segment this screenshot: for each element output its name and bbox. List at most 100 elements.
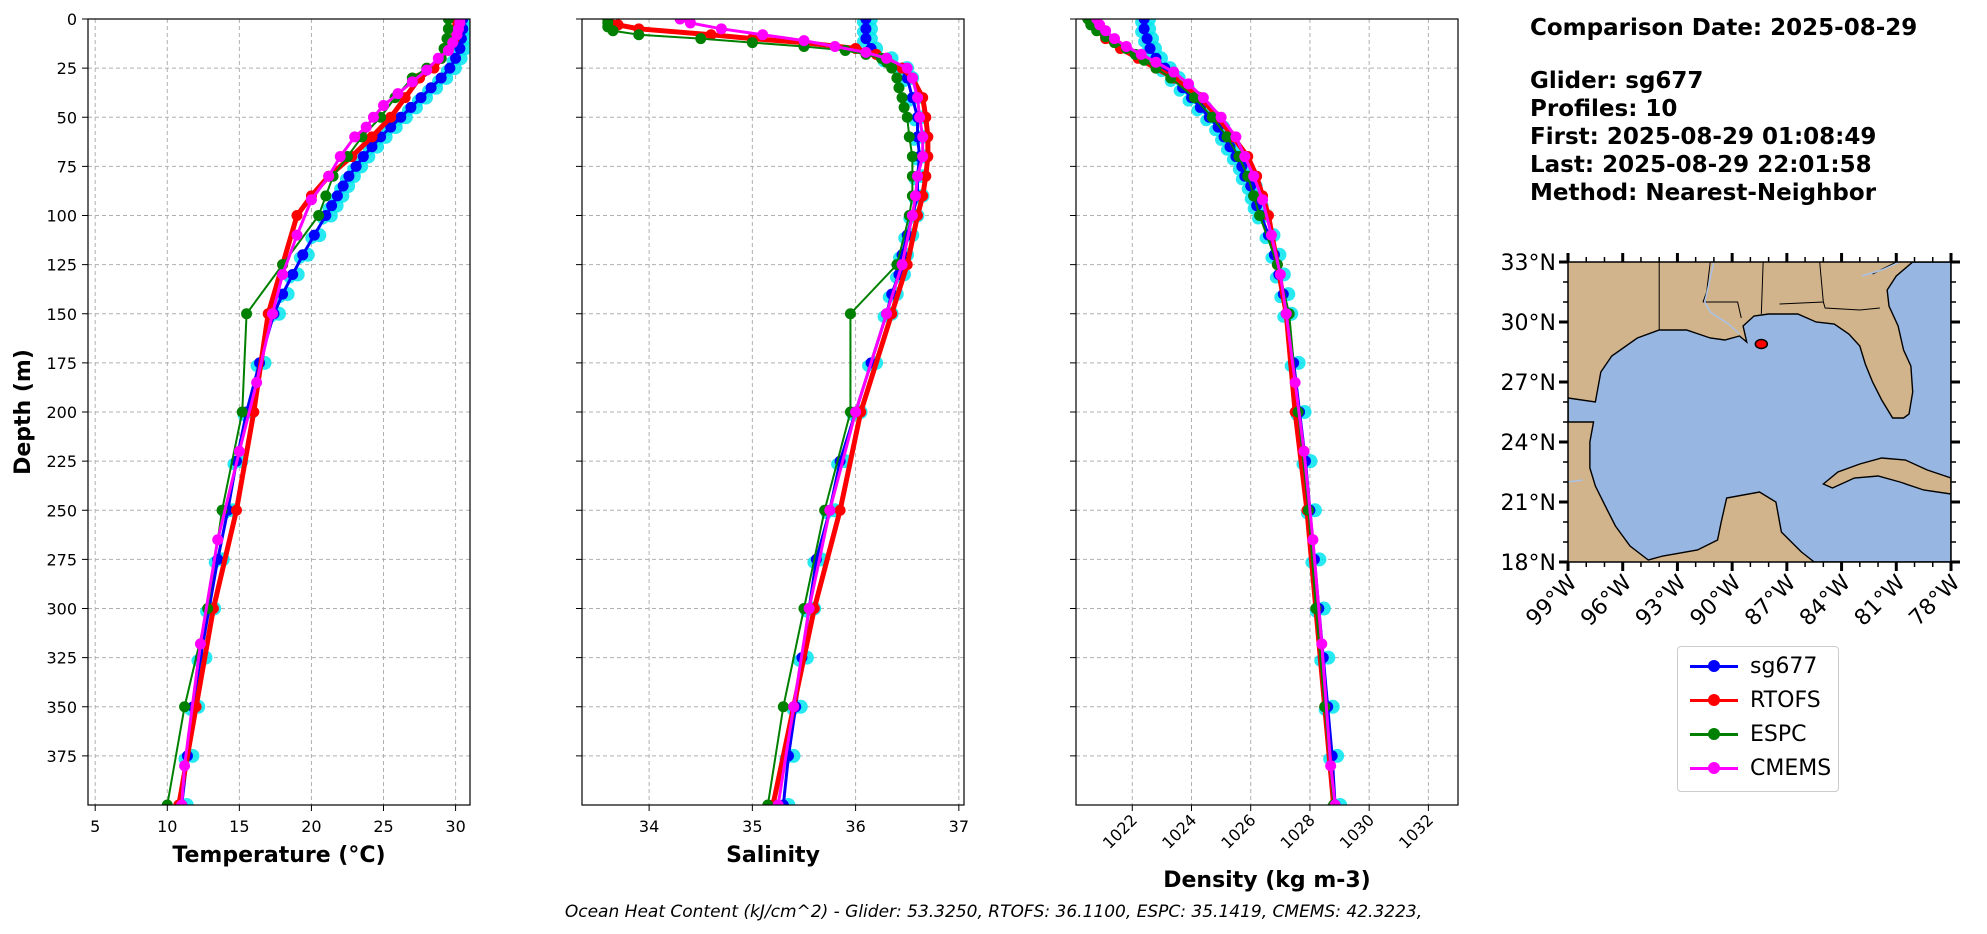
lon-tick-label: 81°W <box>1850 570 1911 631</box>
data-point-cmems <box>1120 41 1132 53</box>
data-point-cmems <box>1150 56 1162 68</box>
data-point-cmems <box>212 534 224 546</box>
y-tick-label: 175 <box>46 354 77 373</box>
data-point-espc <box>886 62 898 74</box>
data-point-rtofs <box>834 504 846 516</box>
data-point-sg677 <box>405 101 417 113</box>
data-point-cmems <box>1108 33 1120 45</box>
data-point-cmems <box>1257 194 1269 206</box>
lat-tick-label: 24°N <box>1501 431 1556 456</box>
legend: sg677 RTOFS ESPC CMEMS <box>1677 646 1839 792</box>
data-point-cmems <box>803 603 815 614</box>
x-tick-label: 1032 <box>1395 810 1437 852</box>
data-point-sg677 <box>395 111 407 123</box>
data-point-cmems <box>1215 111 1227 123</box>
lon-tick-label: 96°W <box>1576 570 1637 631</box>
data-point-cmems <box>917 151 929 163</box>
river <box>1568 479 1583 483</box>
legend-label: CMEMS <box>1750 755 1832 781</box>
y-tick-label: 250 <box>46 501 77 520</box>
data-point-sg677 <box>444 62 456 74</box>
data-point-cmems <box>194 638 206 650</box>
x-tick-label: 15 <box>229 817 249 836</box>
data-point-cmems <box>442 44 454 56</box>
x-tick-label: 1024 <box>1158 810 1200 852</box>
y-tick-label: 125 <box>46 256 77 275</box>
data-point-sg677 <box>1194 101 1206 113</box>
data-point-espc <box>906 151 918 163</box>
data-point-cmems <box>850 406 862 418</box>
y-tick-label: 50 <box>57 108 77 127</box>
data-point-cmems <box>267 308 279 320</box>
data-point-sg677 <box>860 23 872 35</box>
y-axis-label: Depth (m) <box>11 349 36 475</box>
data-point-cmems <box>912 170 924 182</box>
data-point-espc <box>891 72 903 84</box>
data-point-sg677 <box>343 170 355 182</box>
data-point-espc <box>442 23 454 35</box>
data-point-cmems <box>1100 25 1112 37</box>
data-point-cmems <box>1280 308 1292 320</box>
ocean-heat-content-caption: Ocean Heat Content (kJ/cm^2) - Glider: 5… <box>564 902 1423 922</box>
data-point-espc <box>898 101 910 113</box>
data-point-cmems <box>406 76 418 88</box>
y-tick-label: 375 <box>46 747 77 766</box>
data-point-espc <box>1206 111 1218 123</box>
data-point-espc <box>896 92 908 104</box>
map-frame <box>1567 261 1952 563</box>
series-group <box>161 19 470 805</box>
data-point-sg677 <box>1138 23 1150 35</box>
data-point-cmems <box>367 111 379 123</box>
state-border <box>1822 301 1880 311</box>
data-point-cmems <box>1248 170 1260 182</box>
series-line-cmems <box>679 19 925 805</box>
glider-location-marker <box>1754 338 1769 350</box>
data-point-cmems <box>305 194 317 206</box>
data-point-sg677 <box>435 72 447 84</box>
data-point-sg677 <box>415 92 427 104</box>
data-point-cmems <box>917 131 929 143</box>
data-point-cmems <box>914 111 926 123</box>
data-point-cmems <box>860 46 872 58</box>
data-point-cmems <box>1265 229 1277 241</box>
data-point-cmems <box>251 377 263 389</box>
data-point-espc <box>313 210 325 221</box>
data-point-cmems <box>715 23 727 35</box>
lat-tick-label: 18°N <box>1501 551 1556 576</box>
x-tick-label: 20 <box>301 817 321 836</box>
data-point-cmems <box>1168 66 1180 78</box>
data-point-cmems <box>334 151 346 163</box>
x-axis-label: Salinity <box>726 843 820 868</box>
data-point-cmems <box>798 35 810 47</box>
data-point-sg677 <box>1138 19 1150 25</box>
y-tick-label: 25 <box>57 59 77 78</box>
data-point-cmems <box>684 19 696 29</box>
data-point-cmems <box>772 799 784 805</box>
data-point-cmems <box>378 99 390 111</box>
series-line-rtofs <box>176 19 459 805</box>
legend-label: RTOFS <box>1750 687 1821 713</box>
data-point-sg677 <box>357 151 369 163</box>
data-point-cmems <box>1298 445 1310 457</box>
legend-marker <box>1708 728 1720 740</box>
data-point-cmems <box>1183 78 1195 90</box>
data-point-sg677 <box>1144 42 1156 54</box>
data-point-espc <box>607 25 619 37</box>
profile-count: Profiles: 10 <box>1530 96 1678 122</box>
lon-tick-label: 93°W <box>1631 570 1692 631</box>
temperature-panel: 0 25 50 75 100 125 150 175 200 225 250 275 300 325 350… <box>11 10 471 868</box>
data-point-cmems <box>1325 760 1337 772</box>
y-tick-label: 325 <box>46 649 77 668</box>
comparison-info: Comparison Date: 2025-08-29 Glider: sg67… <box>1530 14 1917 207</box>
data-point-cmems <box>1135 48 1147 60</box>
data-point-cmems <box>1289 377 1301 389</box>
comparison-date: Comparison Date: 2025-08-29 <box>1530 15 1918 41</box>
lon-tick-label: 84°W <box>1795 570 1856 631</box>
lon-tick-label: 90°W <box>1686 570 1747 631</box>
data-point-cmems <box>179 760 191 772</box>
y-tick-label: 100 <box>46 207 77 226</box>
data-point-espc <box>1254 210 1266 221</box>
density-panel: 1022 1024 1026 1028 1030 1032 Density (kg m-3) <box>1070 18 1459 893</box>
data-point-cmems <box>1274 268 1286 280</box>
